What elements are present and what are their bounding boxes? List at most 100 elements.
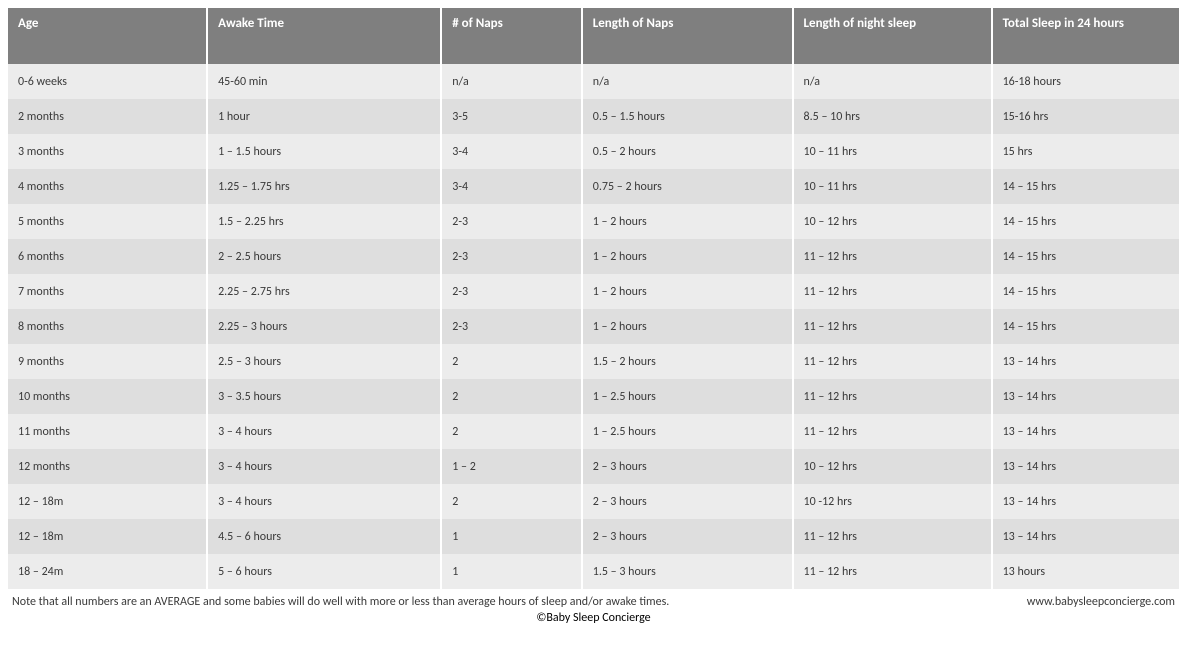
cell-night: 11 – 12 hrs <box>793 414 992 449</box>
cell-nap-length: 0.75 – 2 hours <box>582 169 793 204</box>
cell-total: 14 – 15 hrs <box>992 204 1179 239</box>
table-row: 5 months 1.5 – 2.25 hrs 2-3 1 – 2 hours … <box>8 204 1179 239</box>
table-row: 10 months 3 – 3.5 hours 2 1 – 2.5 hours … <box>8 379 1179 414</box>
cell-nap-length: n/a <box>582 64 793 99</box>
cell-total: 13 – 14 hrs <box>992 414 1179 449</box>
cell-nap-length: 1 – 2 hours <box>582 309 793 344</box>
cell-night: 10 – 12 hrs <box>793 204 992 239</box>
cell-awake: 2 – 2.5 hours <box>207 239 441 274</box>
cell-night: 11 – 12 hrs <box>793 379 992 414</box>
cell-naps: 3-4 <box>441 169 582 204</box>
col-header-awake-time: Awake Time <box>207 8 441 64</box>
cell-nap-length: 2 – 3 hours <box>582 484 793 519</box>
cell-night: 10 – 11 hrs <box>793 134 992 169</box>
cell-total: 14 – 15 hrs <box>992 274 1179 309</box>
table-row: 2 months 1 hour 3-5 0.5 – 1.5 hours 8.5 … <box>8 99 1179 134</box>
cell-naps: 2-3 <box>441 274 582 309</box>
cell-nap-length: 1 – 2 hours <box>582 274 793 309</box>
cell-awake: 3 – 4 hours <box>207 484 441 519</box>
table-row: 0-6 weeks 45-60 min n/a n/a n/a 16-18 ho… <box>8 64 1179 99</box>
cell-total: 14 – 15 hrs <box>992 239 1179 274</box>
cell-nap-length: 2 – 3 hours <box>582 449 793 484</box>
cell-night: 10 -12 hrs <box>793 484 992 519</box>
cell-total: 14 – 15 hrs <box>992 309 1179 344</box>
cell-naps: 2 <box>441 379 582 414</box>
cell-nap-length: 2 – 3 hours <box>582 519 793 554</box>
cell-awake: 3 – 4 hours <box>207 449 441 484</box>
cell-naps: 2 <box>441 414 582 449</box>
cell-night: 10 – 11 hrs <box>793 169 992 204</box>
table-row: 12 – 18m 3 – 4 hours 2 2 – 3 hours 10 -1… <box>8 484 1179 519</box>
cell-total: 13 – 14 hrs <box>992 484 1179 519</box>
cell-awake: 2.25 – 2.75 hrs <box>207 274 441 309</box>
table-row: 8 months 2.25 – 3 hours 2-3 1 – 2 hours … <box>8 309 1179 344</box>
cell-nap-length: 1.5 – 2 hours <box>582 344 793 379</box>
cell-nap-length: 0.5 – 1.5 hours <box>582 99 793 134</box>
cell-age: 18 – 24m <box>8 554 207 589</box>
table-row: 12 – 18m 4.5 – 6 hours 1 2 – 3 hours 11 … <box>8 519 1179 554</box>
cell-night: 11 – 12 hrs <box>793 309 992 344</box>
cell-naps: 2-3 <box>441 239 582 274</box>
cell-age: 10 months <box>8 379 207 414</box>
cell-age: 0-6 weeks <box>8 64 207 99</box>
cell-nap-length: 1 – 2.5 hours <box>582 379 793 414</box>
cell-age: 6 months <box>8 239 207 274</box>
cell-naps: 2 <box>441 484 582 519</box>
col-header-total-sleep: Total Sleep in 24 hours <box>992 8 1179 64</box>
table-body: 0-6 weeks 45-60 min n/a n/a n/a 16-18 ho… <box>8 64 1179 589</box>
cell-naps: 2-3 <box>441 309 582 344</box>
col-header-age: Age <box>8 8 207 64</box>
cell-naps: 1 <box>441 554 582 589</box>
cell-awake: 1 – 1.5 hours <box>207 134 441 169</box>
cell-nap-length: 1 – 2 hours <box>582 239 793 274</box>
cell-age: 7 months <box>8 274 207 309</box>
cell-total: 13 – 14 hrs <box>992 449 1179 484</box>
footer: Note that all numbers are an AVERAGE and… <box>8 595 1179 625</box>
cell-awake: 2.5 – 3 hours <box>207 344 441 379</box>
cell-awake: 1.25 – 1.75 hrs <box>207 169 441 204</box>
cell-total: 14 – 15 hrs <box>992 169 1179 204</box>
cell-age: 4 months <box>8 169 207 204</box>
col-header-num-naps: # of Naps <box>441 8 582 64</box>
cell-night: 11 – 12 hrs <box>793 274 992 309</box>
cell-awake: 1 hour <box>207 99 441 134</box>
table-row: 12 months 3 – 4 hours 1 – 2 2 – 3 hours … <box>8 449 1179 484</box>
cell-night: 8.5 – 10 hrs <box>793 99 992 134</box>
sleep-table-container: Age Awake Time # of Naps Length of Naps … <box>8 8 1179 625</box>
cell-age: 9 months <box>8 344 207 379</box>
table-row: 11 months 3 – 4 hours 2 1 – 2.5 hours 11… <box>8 414 1179 449</box>
cell-total: 15-16 hrs <box>992 99 1179 134</box>
cell-naps: n/a <box>441 64 582 99</box>
table-row: 9 months 2.5 – 3 hours 2 1.5 – 2 hours 1… <box>8 344 1179 379</box>
cell-awake: 4.5 – 6 hours <box>207 519 441 554</box>
cell-total: 15 hrs <box>992 134 1179 169</box>
table-row: 6 months 2 – 2.5 hours 2-3 1 – 2 hours 1… <box>8 239 1179 274</box>
cell-total: 16-18 hours <box>992 64 1179 99</box>
footer-copyright: ©Baby Sleep Concierge <box>8 611 1179 625</box>
cell-total: 13 – 14 hrs <box>992 379 1179 414</box>
cell-age: 8 months <box>8 309 207 344</box>
footer-note: Note that all numbers are an AVERAGE and… <box>12 595 1007 609</box>
cell-age: 5 months <box>8 204 207 239</box>
cell-night: 11 – 12 hrs <box>793 519 992 554</box>
cell-awake: 45-60 min <box>207 64 441 99</box>
cell-awake: 1.5 – 2.25 hrs <box>207 204 441 239</box>
col-header-night-sleep: Length of night sleep <box>793 8 992 64</box>
cell-nap-length: 0.5 – 2 hours <box>582 134 793 169</box>
cell-naps: 2 <box>441 344 582 379</box>
cell-awake: 5 – 6 hours <box>207 554 441 589</box>
cell-awake: 2.25 – 3 hours <box>207 309 441 344</box>
cell-night: 11 – 12 hrs <box>793 554 992 589</box>
cell-awake: 3 – 4 hours <box>207 414 441 449</box>
cell-awake: 3 – 3.5 hours <box>207 379 441 414</box>
sleep-table: Age Awake Time # of Naps Length of Naps … <box>8 8 1179 589</box>
table-header-row: Age Awake Time # of Naps Length of Naps … <box>8 8 1179 64</box>
cell-night: 11 – 12 hrs <box>793 344 992 379</box>
cell-age: 12 – 18m <box>8 519 207 554</box>
cell-age: 3 months <box>8 134 207 169</box>
cell-naps: 2-3 <box>441 204 582 239</box>
table-row: 3 months 1 – 1.5 hours 3-4 0.5 – 2 hours… <box>8 134 1179 169</box>
cell-total: 13 – 14 hrs <box>992 344 1179 379</box>
cell-age: 12 – 18m <box>8 484 207 519</box>
cell-night: n/a <box>793 64 992 99</box>
